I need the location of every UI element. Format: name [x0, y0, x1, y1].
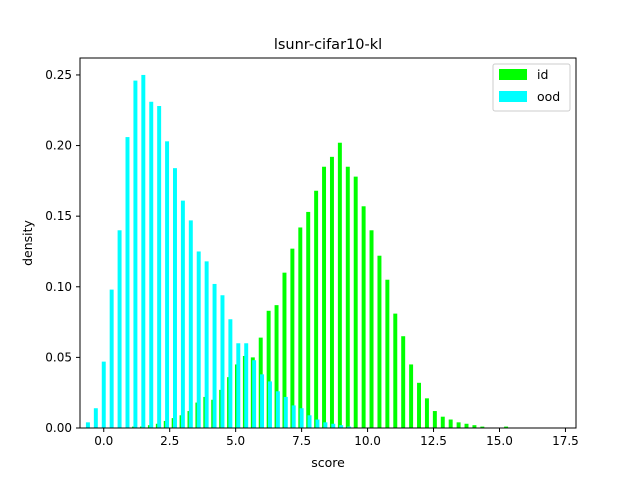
bar-ood-17: [220, 295, 225, 428]
bar-ood-8: [149, 101, 154, 428]
bar-ood-20: [244, 343, 249, 428]
x-axis-label: score: [311, 455, 345, 470]
bar-ood-27: [299, 408, 304, 428]
legend-label-id: id: [537, 67, 548, 82]
bar-id-31: [377, 255, 382, 428]
x-tick-label: 17.5: [552, 434, 579, 448]
bar-ood-22: [260, 374, 265, 428]
y-tick-label: 0.25: [45, 68, 72, 82]
bars-layer: [85, 74, 509, 429]
bar-ood-16: [212, 283, 217, 428]
bar-ood-14: [196, 251, 201, 428]
bar-ood-4: [117, 230, 122, 428]
y-axis-label: density: [20, 219, 35, 265]
bar-id-21: [298, 227, 303, 428]
bar-id-30: [369, 230, 374, 428]
bar-id-17: [266, 310, 271, 428]
x-axis-ticks: 0.0 2.5 5.0 7.5 10.0 12.5 15.0 17.5: [94, 428, 579, 448]
bar-id-29: [361, 206, 366, 428]
bar-id-43: [472, 425, 477, 428]
chart-title: lsunr-cifar10-kl: [274, 37, 382, 53]
bar-id-41: [456, 422, 461, 428]
bar-ood-33: [347, 426, 352, 428]
bar-ood-13: [188, 220, 193, 428]
bar-ood-21: [252, 360, 257, 428]
bar-ood-32: [339, 425, 344, 428]
bar-ood-28: [307, 415, 312, 428]
bar-ood-9: [157, 106, 162, 429]
bar-ood-11: [173, 168, 177, 428]
bar-id-37: [424, 398, 429, 428]
bar-ood-6: [133, 80, 138, 428]
bar-ood-10: [165, 141, 170, 428]
legend-swatch-id: [499, 69, 527, 80]
bar-ood-29: [315, 419, 320, 428]
bar-id-40: [448, 419, 453, 428]
y-axis-ticks: 0.00 0.05 0.10 0.15 0.20 0.25: [45, 68, 80, 435]
bar-id-32: [385, 279, 390, 428]
bar-id-44: [480, 426, 485, 428]
bar-id-23: [314, 190, 319, 428]
bar-id-42: [464, 423, 469, 428]
legend-swatch-ood: [499, 91, 527, 102]
bar-id-22: [306, 211, 311, 428]
bar-ood-1: [93, 408, 98, 428]
bar-id-19: [282, 272, 287, 428]
bar-ood-30: [323, 422, 328, 428]
bar-ood-3: [109, 289, 114, 428]
x-tick-label: 0.0: [94, 434, 113, 448]
bar-ood-0: [85, 422, 90, 428]
legend: id ood: [492, 63, 571, 112]
x-tick-label: 2.5: [160, 434, 179, 448]
bar-ood-5: [125, 137, 130, 428]
bar-ood-26: [291, 405, 296, 428]
bar-ood-19: [236, 343, 241, 428]
bar-ood-2: [101, 361, 106, 428]
x-tick-label: 12.5: [420, 434, 447, 448]
y-tick-label: 0.10: [45, 280, 72, 294]
bar-id-35: [409, 364, 414, 428]
bar-ood-23: [267, 381, 272, 428]
bar-id-27: [345, 166, 350, 429]
bar-ood-31: [331, 423, 336, 428]
bar-ood-25: [283, 396, 288, 428]
bar-ood-18: [228, 319, 233, 428]
bar-id-20: [290, 248, 295, 428]
legend-label-ood: ood: [537, 89, 560, 104]
bar-id-25: [329, 156, 334, 428]
y-tick-label: 0.20: [45, 139, 72, 153]
bar-id-45: [504, 426, 509, 428]
y-tick-label: 0.00: [45, 421, 72, 435]
bar-id-38: [432, 411, 437, 428]
bar-id-39: [440, 416, 445, 428]
x-tick-label: 5.0: [226, 434, 245, 448]
bar-ood-15: [204, 261, 209, 428]
x-tick-label: 15.0: [486, 434, 513, 448]
x-tick-label: 7.5: [292, 434, 311, 448]
bar-id-18: [274, 305, 279, 428]
axes-frame: [79, 57, 577, 429]
bar-id-36: [417, 382, 421, 428]
bar-id-26: [337, 142, 342, 429]
bar-id-28: [353, 176, 358, 428]
bar-id-24: [322, 166, 327, 429]
bar-ood-12: [180, 200, 185, 428]
y-tick-label: 0.15: [45, 209, 72, 223]
x-tick-label: 10.0: [354, 434, 381, 448]
bar-id-33: [393, 313, 398, 428]
y-tick-label: 0.05: [45, 350, 72, 364]
bar-id-34: [401, 336, 406, 428]
bar-ood-7: [141, 74, 146, 428]
bar-ood-24: [275, 391, 280, 428]
